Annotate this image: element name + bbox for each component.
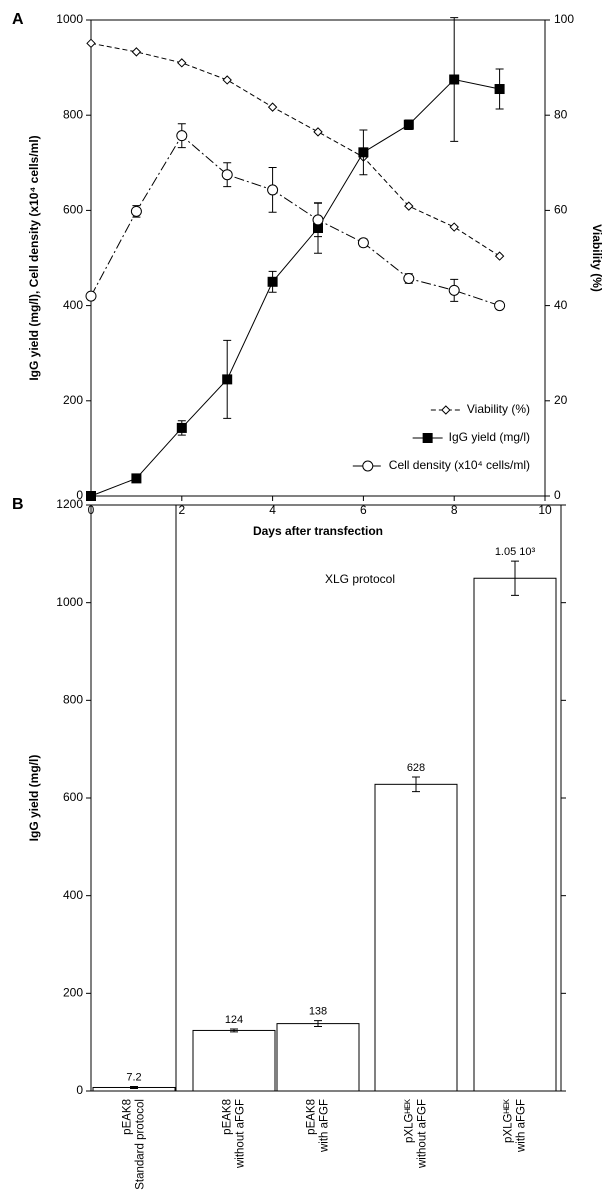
marker: [449, 222, 459, 232]
marker: [222, 75, 232, 85]
y-tick-label: 400: [63, 888, 83, 902]
bar: [192, 1029, 276, 1092]
error-bar: [511, 560, 519, 596]
marker: [222, 374, 233, 385]
marker: [404, 201, 414, 211]
marker: [358, 147, 369, 158]
value-label: 7.2: [126, 1071, 141, 1083]
marker: [494, 251, 505, 261]
y2-tick-label: 100: [554, 12, 574, 26]
y2-tick-label: 80: [554, 107, 568, 121]
x-tick-label: pXLGᴴᴱᴷ: [503, 1099, 515, 1143]
y-tick-label: 1000: [56, 12, 83, 26]
bar: [276, 1023, 360, 1092]
y2-tick-label: 40: [554, 298, 568, 312]
error-bar: [230, 1028, 238, 1033]
error-bar: [314, 1020, 322, 1028]
marker: [312, 214, 324, 226]
x-tick-label: with aFGF: [319, 1099, 331, 1153]
marker: [131, 473, 142, 484]
marker: [177, 58, 187, 68]
marker: [494, 300, 506, 312]
y2-tick-label: 20: [554, 393, 568, 407]
series-line: [90, 42, 500, 257]
y-tick-label: 800: [63, 107, 83, 121]
marker: [403, 272, 415, 284]
y-tick-label: 600: [63, 203, 83, 217]
x-tick-label: without aFGF: [417, 1099, 429, 1169]
y-tick-label: 600: [63, 790, 83, 804]
y-tick-label: 200: [63, 986, 83, 1000]
y2-tick-label: 0: [554, 488, 561, 502]
value-label: 138: [309, 1006, 327, 1018]
marker: [441, 405, 451, 415]
panel-label: A: [12, 11, 24, 28]
marker: [448, 284, 460, 296]
marker: [267, 102, 278, 112]
x-tick-label: 10: [538, 503, 552, 517]
x-tick-label: pEAK8: [122, 1099, 134, 1135]
x-tick-label: with aFGF: [516, 1099, 528, 1153]
marker: [131, 47, 142, 57]
x-tick-label: pXLGᴴᴱᴷ: [404, 1099, 416, 1143]
marker: [494, 84, 505, 95]
legend-label: IgG yield (mg/l): [449, 430, 530, 444]
x-tick-label: 2: [178, 503, 185, 517]
bar: [473, 577, 557, 1092]
marker: [362, 460, 374, 472]
x-tick-label: 6: [360, 503, 367, 517]
bar: [374, 783, 458, 1092]
error-bar: [412, 776, 420, 793]
x-tick-label: 8: [451, 503, 458, 517]
series-line: [90, 134, 500, 307]
marker: [422, 433, 433, 443]
x-tick-label: pEAK8: [222, 1099, 234, 1135]
y-tick-label: 200: [63, 393, 83, 407]
legend-label: Viability (%): [467, 402, 530, 416]
value-label: 124: [225, 1014, 243, 1026]
y-tick-label: 1000: [56, 595, 83, 609]
plot-frame: [90, 19, 546, 497]
legend-label: Cell density (x10⁴ cells/ml): [389, 458, 530, 472]
marker: [221, 169, 233, 181]
marker: [176, 422, 187, 433]
marker: [86, 38, 96, 49]
y-tick-label: 400: [63, 298, 83, 312]
value-label: 1.05 10³: [495, 546, 536, 558]
annotation: XLG protocol: [325, 572, 395, 586]
x-axis-title: Days after transfection: [253, 524, 383, 538]
y-tick-label: 0: [76, 1083, 83, 1097]
marker: [357, 237, 369, 249]
x-tick-label: 4: [269, 503, 276, 517]
y-tick-label: 0: [76, 488, 83, 502]
marker: [176, 130, 188, 142]
marker: [267, 184, 279, 196]
value-label: 628: [407, 762, 425, 774]
y2-axis-title: Viability (%): [590, 224, 604, 292]
x-tick-label: without aFGF: [235, 1099, 247, 1169]
marker: [267, 276, 278, 287]
marker: [86, 491, 96, 501]
y-axis-title: IgG yield (mg/l): [27, 755, 41, 842]
y-tick-label: 800: [63, 693, 83, 707]
marker: [313, 127, 323, 137]
y2-tick-label: 60: [554, 203, 568, 217]
x-tick-label: Standard protocol: [135, 1099, 147, 1190]
x-tick-label: pEAK8: [306, 1099, 318, 1135]
marker: [130, 205, 142, 217]
marker: [449, 74, 460, 85]
y-tick-label: 1200: [56, 497, 83, 511]
marker: [403, 119, 414, 130]
error-bar: [130, 1086, 138, 1089]
marker: [85, 290, 97, 302]
panel-label: B: [12, 496, 24, 513]
series-line: [90, 78, 500, 497]
y-axis-title: IgG yield (mg/l), Cell density (x10⁴ cel…: [27, 135, 41, 380]
